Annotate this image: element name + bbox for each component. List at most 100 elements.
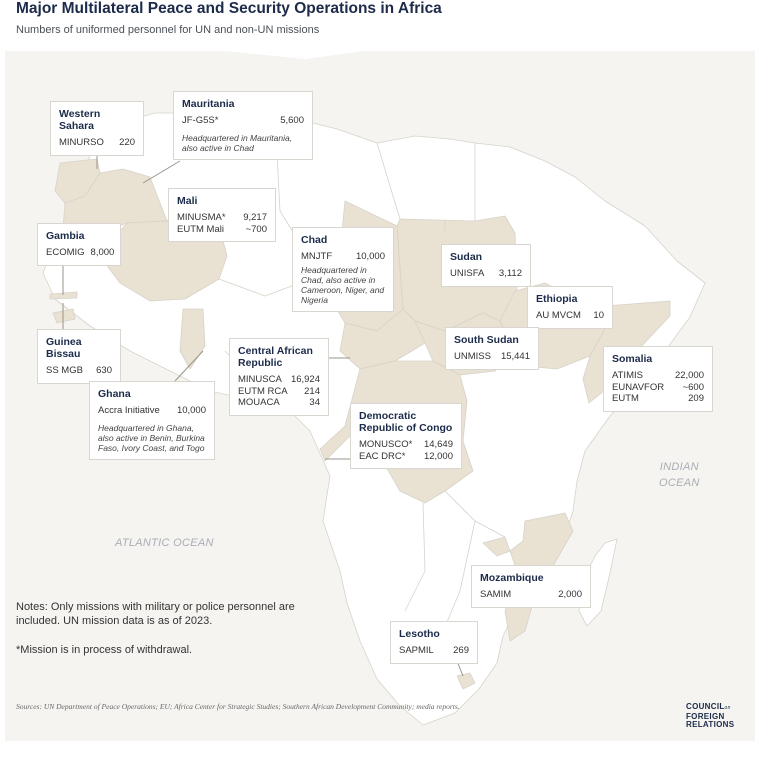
mission-label: ATIMIS xyxy=(612,370,643,381)
mission-row: MNJTF 10,000 xyxy=(301,251,385,263)
mission-label: EUTM Mali xyxy=(177,223,224,235)
mission-label: SAMIM xyxy=(480,589,512,600)
mission-label: EUTM xyxy=(612,393,639,404)
mission-row: EUTM RCA 214 xyxy=(238,386,320,398)
mission-row: ECOMIG 8,000 xyxy=(46,247,115,259)
lesotho-shape xyxy=(456,672,476,690)
mission-value: 5,600 xyxy=(280,115,304,126)
mission-label: MNJTF xyxy=(301,251,333,262)
mission-value: 12,000 xyxy=(423,450,453,462)
mission-label: UNMISS xyxy=(454,351,491,362)
mission-row: SAMIM 2,000 xyxy=(480,589,582,601)
mission-row: MOUACA 34 xyxy=(238,397,320,409)
europe-edge xyxy=(225,51,365,59)
sources-text: Sources: UN Department of Peace Operatio… xyxy=(16,702,460,711)
callout-country-name: Gambia xyxy=(46,230,85,242)
mission-row: EUNAVFOR ~600 xyxy=(612,382,704,394)
cfr-logo: COUNCILon FOREIGN RELATIONS xyxy=(686,702,756,730)
mission-row: Accra Initiative 10,000 xyxy=(98,405,206,417)
map-panel: ATLANTIC OCEAN INDIAN OCEAN Western Saha… xyxy=(5,51,755,741)
mission-value: 10 xyxy=(593,310,604,321)
callout-country-name: Lesotho xyxy=(399,628,440,640)
logo-line1-small: on xyxy=(724,705,731,711)
callout-country-name: Mozambique xyxy=(480,572,544,584)
callout-south-sudan: South Sudan UNMISS 15,441 xyxy=(445,327,539,370)
mission-label: MINURSO xyxy=(59,137,104,148)
callout-country-name: Sudan xyxy=(450,251,483,263)
mission-value: 10,000 xyxy=(355,251,385,262)
mission-row: MINURSO 220 xyxy=(59,137,135,149)
mission-row: UNMISS 15,441 xyxy=(454,351,530,363)
callout-car: Central African Republic MINUSCA 16,924 … xyxy=(229,338,329,416)
mission-value: 269 xyxy=(453,645,469,656)
mission-row: ATIMIS 22,000 xyxy=(612,370,704,382)
callout-mozambique: Mozambique SAMIM 2,000 xyxy=(471,565,591,608)
gambia-shape xyxy=(49,291,78,300)
mission-value: 14,649 xyxy=(423,439,453,450)
callout-note: Headquartered in Chad, also active in Ca… xyxy=(301,264,385,305)
page-subtitle: Numbers of uniformed personnel for UN an… xyxy=(16,24,320,36)
mission-value: 220 xyxy=(119,137,135,148)
callout-somalia: Somalia ATIMIS 22,000 EUNAVFOR ~600 EUTM… xyxy=(603,346,713,412)
mission-value: ~700 xyxy=(245,223,267,235)
mission-value: 214 xyxy=(304,385,320,397)
callout-country-name: Mali xyxy=(177,195,198,207)
callout-chad: Chad MNJTF 10,000 Headquartered in Chad,… xyxy=(292,227,394,312)
indian-ocean-line1: INDIAN xyxy=(659,461,699,473)
callout-note: Headquartered in Mauritania, also active… xyxy=(182,132,293,153)
mission-label: MINUSCA xyxy=(238,374,282,385)
mission-value: ~600 xyxy=(682,381,704,393)
mission-value: 9,217 xyxy=(243,212,267,223)
indian-ocean-line2: OCEAN xyxy=(659,477,700,489)
mission-row: EAC DRC* 12,000 xyxy=(359,451,453,463)
callout-country-name: Guinea Bissau xyxy=(46,336,82,360)
mission-row: UNISFA 3,112 xyxy=(450,268,522,280)
callout-western-sahara: Western Sahara MINURSO 220 xyxy=(50,101,144,156)
asterisk-footnote: *Mission is in process of withdrawal. xyxy=(16,644,193,656)
callout-sudan: Sudan UNISFA 3,112 xyxy=(441,244,531,287)
guinea-bissau-shape xyxy=(52,308,76,324)
mission-row: MINUSMA* 9,217 xyxy=(177,212,267,224)
mission-row: SAPMIL 269 xyxy=(399,645,469,657)
callout-country-name: South Sudan xyxy=(454,334,519,346)
mission-value: 16,924 xyxy=(290,374,320,385)
mission-label: EAC DRC* xyxy=(359,450,406,462)
mission-value: 209 xyxy=(688,393,704,404)
malawi-area xyxy=(482,536,511,557)
mission-label: SAPMIL xyxy=(399,645,434,656)
page-title: Major Multilateral Peace and Security Op… xyxy=(16,0,442,17)
mission-row: EUTM Mali ~700 xyxy=(177,224,267,236)
mission-value: 22,000 xyxy=(674,370,704,381)
mission-value: 8,000 xyxy=(90,247,115,258)
mission-label: MONUSCO* xyxy=(359,439,413,450)
callout-mauritania: Mauritania JF-G5S* 5,600 Headquartered i… xyxy=(173,91,313,160)
notes-text: Notes: Only missions with military or po… xyxy=(16,601,295,627)
callout-country-name: Western Sahara xyxy=(59,108,101,132)
mission-row: SS MGB 630 xyxy=(46,365,112,377)
mission-value: 3,112 xyxy=(498,268,522,279)
mission-row: AU MVCM 10 xyxy=(536,310,604,322)
mission-label: EUNAVFOR xyxy=(612,381,665,393)
logo-line1: COUNCIL xyxy=(686,702,725,711)
leader-ghana xyxy=(174,350,204,382)
mission-row: JF-G5S* 5,600 xyxy=(182,115,304,127)
callout-lesotho: Lesotho SAPMIL 269 xyxy=(390,621,478,664)
callout-country-name: Somalia xyxy=(612,353,653,365)
indian-ocean-label: INDIAN OCEAN xyxy=(659,459,700,491)
callout-ghana: Ghana Accra Initiative 10,000 Headquarte… xyxy=(89,381,215,460)
mission-label: ECOMIG xyxy=(46,247,85,258)
mission-label: SS MGB xyxy=(46,365,83,376)
logo-line3: RELATIONS xyxy=(686,720,735,729)
callout-country-name: Central African Republic xyxy=(238,345,313,369)
atlantic-ocean-label: ATLANTIC OCEAN xyxy=(115,535,214,551)
mission-value: 2,000 xyxy=(558,589,582,600)
mission-row: EUTM 209 xyxy=(612,393,704,405)
mission-label: UNISFA xyxy=(450,268,485,279)
mission-value: 34 xyxy=(309,397,320,408)
mission-label: AU MVCM xyxy=(536,310,581,321)
mission-value: 15,441 xyxy=(500,351,530,362)
callout-mali: Mali MINUSMA* 9,217 EUTM Mali ~700 xyxy=(168,188,276,242)
mission-value: 630 xyxy=(96,365,112,376)
callout-country-name: Mauritania xyxy=(182,98,235,110)
mission-label: JF-G5S* xyxy=(182,115,219,126)
